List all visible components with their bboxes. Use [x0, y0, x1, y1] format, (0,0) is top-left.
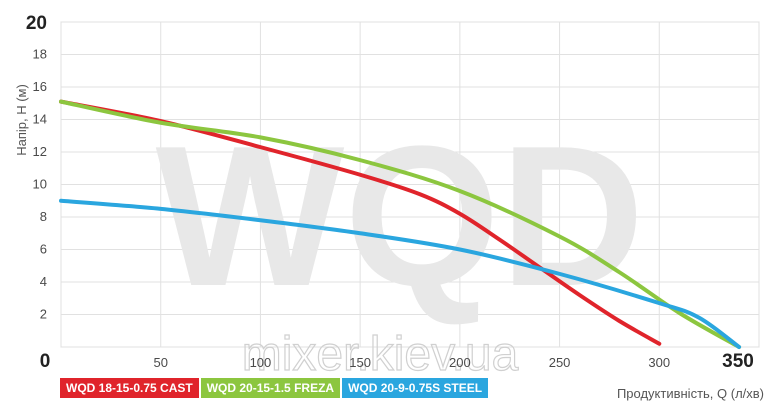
x-tick-label: 200: [449, 355, 471, 370]
x-tick-label: 0: [40, 351, 51, 372]
series-lines: [59, 99, 742, 349]
y-tick-label: 8: [40, 209, 47, 224]
x-tick-label: 50: [153, 355, 167, 370]
y-tick-label: 10: [33, 177, 47, 192]
x-tick-label: 150: [349, 355, 371, 370]
legend-item-3: WQD 20-9-0.75S STEEL: [342, 378, 489, 398]
y-axis-label: Напір, Н (м): [14, 84, 29, 156]
legend-item-2: WQD 20-15-1.5 FREZA: [200, 378, 341, 398]
y-tick-label: 16: [33, 79, 47, 94]
watermark-site: mixer.kiev.ua: [242, 328, 519, 381]
x-tick-label: 100: [250, 355, 272, 370]
series-line-2: [59, 99, 742, 349]
y-tick-label: 14: [33, 112, 47, 127]
y-tick-label: 18: [33, 47, 47, 62]
x-axis-label: Продуктивність, Q (л/хв): [617, 386, 764, 401]
grid: [60, 21, 760, 348]
y-tick-label: 2: [40, 307, 47, 322]
x-tick-label: 250: [549, 355, 571, 370]
x-tick-label: 300: [648, 355, 670, 370]
legend-item-1: WQD 18-15-0.75 CAST: [60, 378, 199, 398]
y-tick-label: 6: [40, 242, 47, 257]
y-tick-label: 20: [26, 13, 47, 34]
x-tick-label: 350: [722, 351, 754, 372]
y-tick-label: 12: [33, 144, 47, 159]
series-line-3: [59, 198, 742, 349]
y-tick-label: 4: [40, 274, 47, 289]
series-line-1: [59, 99, 662, 346]
legend: WQD 18-15-0.75 CAST WQD 20-15-1.5 FREZA WQ…: [60, 378, 489, 398]
